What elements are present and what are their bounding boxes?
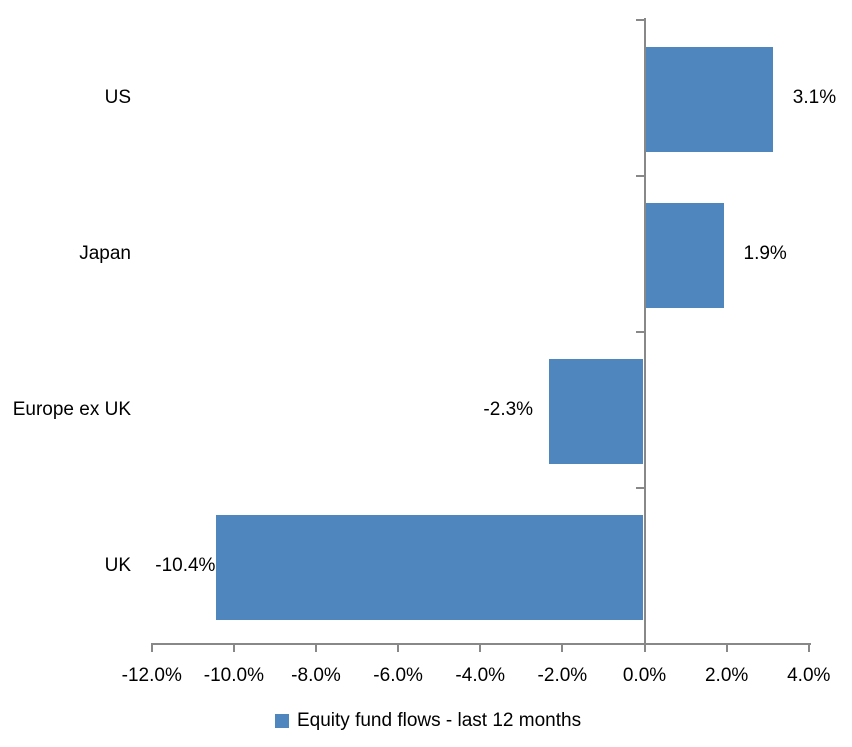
x-axis-tick — [807, 643, 810, 652]
value-label-europe-ex-uk: -2.3% — [483, 398, 534, 420]
x-tick-label: 4.0% — [787, 665, 831, 686]
y-axis-tick — [635, 486, 644, 489]
bar-us — [645, 46, 773, 152]
x-tick-label: 2.0% — [704, 665, 749, 686]
x-axis-tick — [725, 643, 728, 652]
legend: Equity fund flows - last 12 months — [275, 710, 581, 732]
y-axis-tick — [635, 18, 644, 21]
x-axis-tick — [397, 643, 400, 652]
x-tick-label: -12.0% — [121, 665, 182, 686]
category-label-japan: Japan — [79, 242, 131, 264]
category-label-us: US — [104, 86, 131, 108]
x-tick-label: 0.0% — [622, 665, 667, 686]
y-axis-tick — [635, 330, 644, 333]
x-axis-tick — [479, 643, 482, 652]
x-tick-label: -10.0% — [203, 665, 264, 686]
x-axis-tick — [561, 643, 564, 652]
value-label-japan: 1.9% — [743, 242, 787, 264]
category-label-uk: UK — [104, 554, 131, 576]
y-axis-line — [643, 18, 646, 652]
x-tick-label: -4.0% — [455, 665, 506, 686]
x-tick-label: -2.0% — [537, 665, 588, 686]
y-axis-tick — [635, 174, 644, 177]
category-label-europe-ex-uk: Europe ex UK — [12, 398, 131, 420]
legend-swatch — [275, 714, 289, 728]
x-axis-tick — [643, 643, 646, 652]
value-label-us: 3.1% — [792, 86, 837, 108]
legend-label: Equity fund flows - last 12 months — [297, 710, 582, 731]
bar-europe-ex-uk — [549, 358, 644, 464]
x-tick-label: -8.0% — [291, 665, 341, 686]
bar-uk — [216, 514, 644, 620]
x-axis-tick — [315, 643, 317, 652]
value-label-uk: -10.4% — [155, 554, 216, 576]
x-axis-tick — [150, 643, 153, 652]
bar-japan — [645, 202, 724, 308]
x-tick-label: -6.0% — [373, 665, 423, 686]
x-axis-tick — [232, 643, 235, 652]
